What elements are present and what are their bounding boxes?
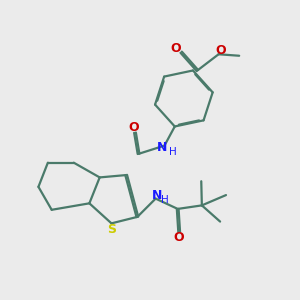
Text: N: N	[157, 141, 167, 154]
Text: O: O	[215, 44, 226, 57]
Text: N: N	[152, 189, 162, 202]
Text: O: O	[171, 42, 181, 55]
Text: H: H	[169, 147, 177, 157]
Text: O: O	[174, 231, 184, 244]
Text: O: O	[128, 121, 139, 134]
Text: S: S	[107, 223, 116, 236]
Text: H: H	[161, 195, 169, 205]
